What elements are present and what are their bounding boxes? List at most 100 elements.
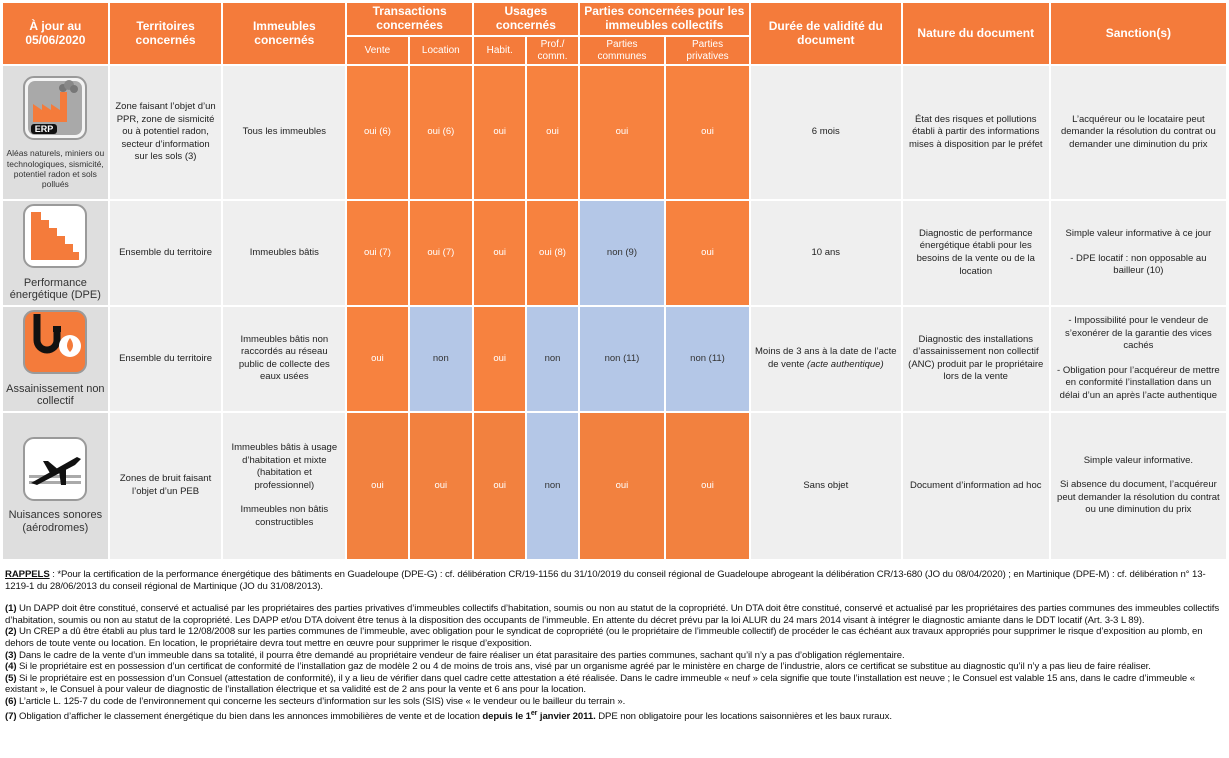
note-number: (2) (5, 626, 17, 638)
table-body: ERP Aléas naturels, miniers ou technologi… (3, 66, 1226, 559)
note-bold: depuis le 1 (482, 710, 531, 722)
cell-text: oui (371, 352, 384, 364)
sanction-cell: Simple valeur informative. Si absence du … (1050, 412, 1226, 559)
status-cell: oui (7) (409, 201, 473, 305)
subheader-cell: Parties communes (579, 37, 665, 64)
header-cell: Immeubles concernés (223, 3, 346, 64)
status-cell: oui (6) (347, 66, 408, 199)
nature-cell: État des risques et pollutions établi à … (902, 66, 1049, 199)
cell-text: oui (8) (539, 246, 566, 258)
note: (4) Si le propriétaire est en possession… (5, 661, 1223, 673)
row-label: Assainissement non collectif (6, 382, 105, 408)
row-label: Nuisances sonores (aérodromes) (8, 509, 103, 535)
cell-text: oui (493, 246, 507, 258)
status-cell: oui (6) (409, 66, 473, 199)
header-cell: Nature du document (902, 3, 1049, 64)
note-number: (3) (5, 649, 17, 661)
row-label-cell: Nuisances sonores (aérodromes) (3, 412, 108, 559)
cell-text: Moins de 3 ans à la date de l’acte de ve… (755, 346, 897, 371)
header-cell: Usages concernés (474, 3, 578, 35)
cell-text: Zone faisant l’objet d’un PPR, zone de s… (115, 101, 216, 163)
rappels-label: RAPPELS (5, 569, 50, 580)
note-text: Un CREP a dû être établi au plus tard le… (5, 626, 1203, 649)
cell-text: oui (7) (363, 246, 391, 258)
cell-text: non (11) (604, 352, 640, 364)
header-cell: À jour au 05/06/2020 (3, 3, 108, 64)
note: (6) L’article L. 125-7 du code de l’envi… (5, 696, 1223, 708)
immeubles-cell: Tous les immeubles (223, 66, 346, 199)
note: (7) Obligation d’afficher le classement … (5, 708, 1223, 723)
status-cell: oui (666, 412, 749, 559)
cell-text: non (432, 352, 449, 364)
nature-cell: Diagnostic de performance énergétique ét… (902, 201, 1049, 305)
note: (5) Si le propriétaire est en possession… (5, 673, 1223, 696)
status-cell: non (527, 307, 578, 411)
cell-text: 10 ans (755, 247, 897, 260)
cell-text: Document d’information ad hoc (910, 479, 1042, 491)
status-cell: oui (474, 307, 526, 411)
status-cell: oui (347, 307, 408, 411)
duree-text: Moins de 3 ans à la date de l’acte de ve… (755, 346, 897, 370)
cell-text: Immeubles bâtis à usage d’habitation et … (231, 442, 338, 491)
note-text: L’article L. 125-7 du code de l’environn… (16, 695, 626, 707)
header-cell: Transactions concernées (347, 3, 473, 35)
cell-text: non (544, 352, 561, 364)
cell-text: Diagnostic de performance énergétique ét… (916, 227, 1035, 277)
status-cell: non (11) (666, 307, 749, 411)
status-cell: oui (474, 66, 526, 199)
erp-icon: ERP (23, 75, 88, 140)
cell-text: - DPE locatif : non opposable au bailleu… (1070, 252, 1207, 277)
status-cell: oui (474, 412, 526, 559)
cell-text: Immeubles non bâtis constructibles (240, 504, 329, 528)
cell-text: Ensemble du territoire (119, 352, 213, 364)
header-cell: Parties concernées pour les immeubles co… (579, 3, 749, 35)
cell-text: oui (615, 479, 629, 491)
cell-text: Sans objet (755, 480, 897, 493)
duree-cell: Sans objet (750, 412, 901, 559)
status-cell: oui (474, 201, 526, 305)
status-cell: non (11) (579, 307, 665, 411)
icon-label: ERP (35, 124, 54, 134)
note-number: (7) (5, 710, 17, 722)
status-cell: oui (666, 66, 749, 199)
table-row: ERP Aléas naturels, miniers ou technologi… (3, 66, 1226, 199)
duree-text: Sans objet (803, 479, 849, 491)
status-cell: non (9) (579, 201, 665, 305)
cell-text: non (544, 479, 561, 491)
cell-text: oui (6) (427, 126, 455, 138)
territoires-cell: Ensemble du territoire (109, 201, 222, 305)
icon (5, 436, 106, 506)
row-label-cell: Performance énergétique (DPE) (3, 201, 108, 305)
territoires-cell: Ensemble du territoire (109, 307, 222, 411)
note-text: Si le propriétaire est en possession d’u… (5, 672, 1195, 696)
status-cell: oui (347, 412, 408, 559)
sanction-cell: - Impossibilité pour le vendeur de s’exo… (1050, 307, 1226, 411)
note-text: Dans le cadre de la vente d’un immeuble … (16, 649, 905, 661)
cell-text: Immeubles bâtis non raccordés au réseau … (238, 333, 330, 383)
cell-text: Diagnostic des installations d’assainiss… (908, 333, 1044, 383)
icon (5, 310, 106, 379)
subheader-cell: Location (409, 37, 473, 64)
note-number: (6) (5, 695, 17, 707)
sanction-cell: Simple valeur informative à ce jour - DPE… (1050, 201, 1226, 305)
anc-icon (23, 310, 88, 374)
cell-text: - Obligation pour l’acquéreur de mettre … (1057, 364, 1220, 401)
cell-text: - Impossibilité pour le vendeur de s’exo… (1064, 315, 1212, 352)
immeubles-cell: Immeubles bâtis non raccordés au réseau … (223, 307, 346, 411)
duree-text: 6 mois (811, 126, 840, 138)
noise-icon (23, 436, 88, 501)
cell-text: Si absence du document, l’acquéreur peut… (1057, 479, 1220, 516)
cell-text: Simple valeur informative à ce jour (1065, 228, 1212, 240)
duree-cell: 6 mois (750, 66, 901, 199)
cell-text: Tous les immeubles (242, 126, 327, 138)
note-number: (1) (5, 603, 17, 615)
cell-text: oui (7) (427, 246, 455, 258)
notes: RAPPELS : *Pour la certification de la p… (5, 569, 1223, 722)
status-cell: oui (409, 412, 473, 559)
cell-text: État des risques et pollutions établi à … (908, 113, 1043, 150)
cell-text: oui (493, 352, 507, 364)
note: (2) Un CREP a dû être établi au plus tar… (5, 626, 1223, 649)
territoires-cell: Zones de bruit faisant l’objet d’un PEB (109, 412, 222, 559)
nature-cell: Diagnostic des installations d’assainiss… (902, 307, 1049, 411)
